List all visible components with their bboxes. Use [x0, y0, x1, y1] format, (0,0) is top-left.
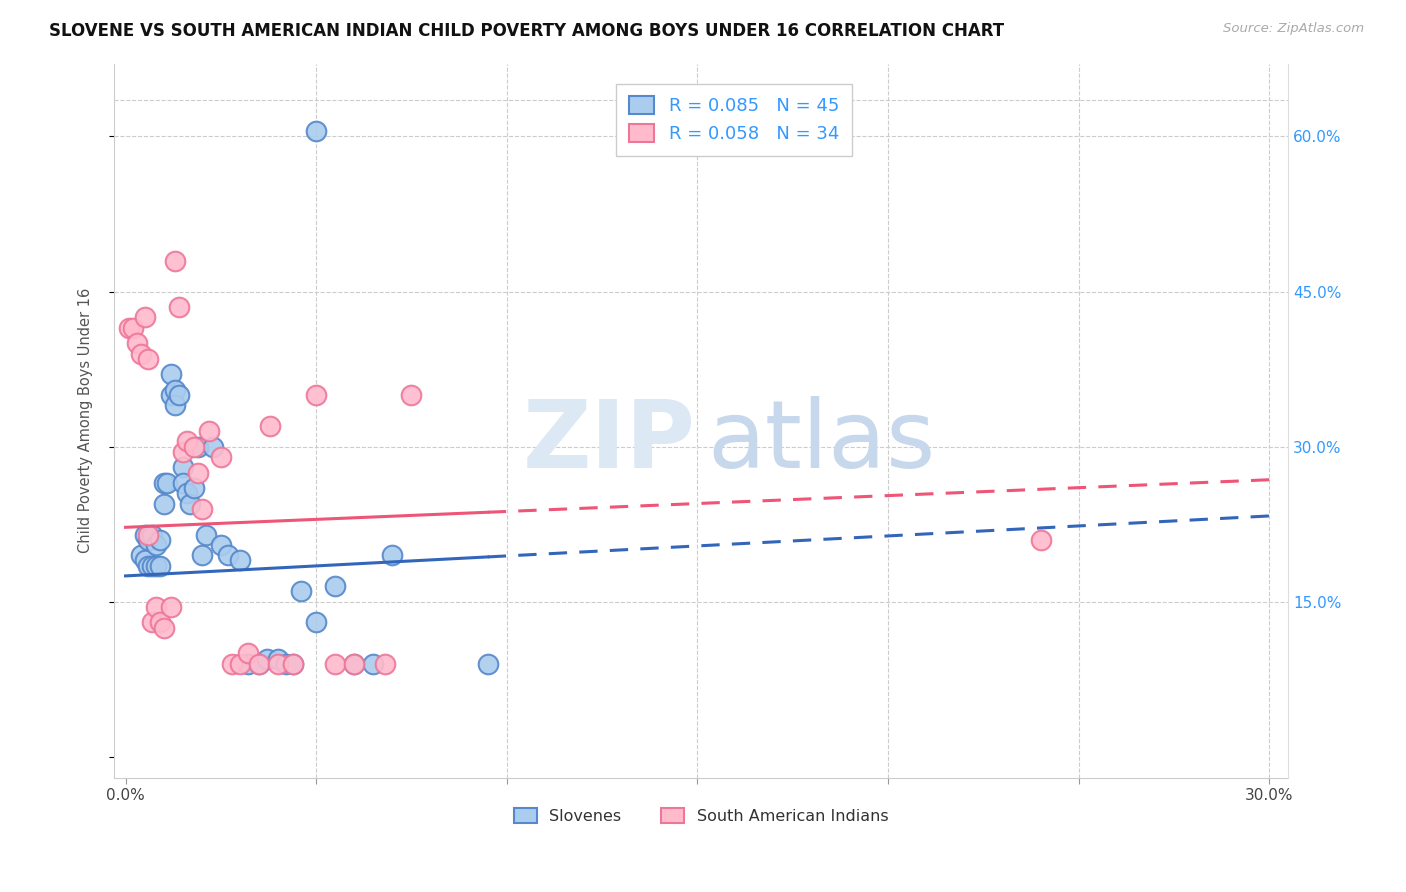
Point [323, 657, 346, 671]
Point [149, 615, 172, 630]
Point [129, 548, 152, 562]
Point [209, 450, 232, 464]
Point [149, 533, 172, 547]
Point [125, 336, 148, 351]
Point [141, 615, 163, 630]
Point [172, 460, 194, 475]
Point [194, 527, 217, 541]
Point [172, 475, 194, 490]
Point [118, 320, 141, 334]
Point [343, 657, 366, 671]
Point [138, 558, 160, 573]
Point [176, 486, 198, 500]
Text: Source: ZipAtlas.com: Source: ZipAtlas.com [1223, 22, 1364, 36]
Point [209, 538, 232, 552]
Point [274, 657, 297, 671]
Text: ZIP: ZIP [523, 396, 696, 488]
Point [247, 657, 270, 671]
Point [179, 496, 201, 510]
Point [149, 558, 172, 573]
Point [247, 657, 270, 671]
Point [1029, 533, 1052, 547]
Point [138, 533, 160, 547]
Point [259, 419, 281, 434]
Point [134, 527, 156, 541]
Point [256, 651, 278, 665]
Point [165, 383, 187, 397]
Point [141, 527, 163, 541]
Point [167, 300, 190, 314]
Point [191, 548, 214, 562]
Point [183, 481, 205, 495]
Point [229, 553, 252, 567]
Point [160, 368, 183, 382]
Point [183, 440, 205, 454]
Point [145, 558, 167, 573]
Point [152, 475, 174, 490]
Point [172, 445, 194, 459]
Point [122, 320, 145, 334]
Point [191, 501, 214, 516]
Point [167, 388, 190, 402]
Text: SLOVENE VS SOUTH AMERICAN INDIAN CHILD POVERTY AMONG BOYS UNDER 16 CORRELATION C: SLOVENE VS SOUTH AMERICAN INDIAN CHILD P… [49, 22, 1004, 40]
Point [305, 388, 328, 402]
Y-axis label: Child Poverty Among Boys Under 16: Child Poverty Among Boys Under 16 [79, 288, 93, 553]
Point [187, 440, 209, 454]
Point [129, 346, 152, 360]
Point [290, 584, 312, 599]
Point [134, 553, 156, 567]
Point [198, 424, 221, 438]
Point [229, 657, 252, 671]
Point [283, 657, 305, 671]
Point [176, 434, 198, 449]
Point [134, 310, 156, 325]
Point [138, 527, 160, 541]
Point [267, 651, 290, 665]
Point [152, 496, 174, 510]
Point [145, 538, 167, 552]
Point [305, 615, 328, 630]
Point [323, 579, 346, 593]
Point [145, 599, 167, 614]
Point [160, 388, 183, 402]
Legend: Slovenes, South American Indians: Slovenes, South American Indians [508, 801, 894, 830]
Point [187, 466, 209, 480]
Point [401, 388, 423, 402]
Point [156, 475, 179, 490]
Point [218, 548, 240, 562]
Point [221, 657, 243, 671]
Point [283, 657, 305, 671]
Point [202, 440, 225, 454]
Point [477, 657, 499, 671]
Point [160, 599, 183, 614]
Point [343, 657, 366, 671]
Point [374, 657, 396, 671]
Point [381, 548, 404, 562]
Text: atlas: atlas [707, 396, 935, 488]
Point [236, 657, 259, 671]
Point [152, 621, 174, 635]
Point [305, 124, 328, 138]
Point [236, 647, 259, 661]
Point [141, 558, 163, 573]
Point [138, 351, 160, 366]
Point [267, 657, 290, 671]
Point [363, 657, 385, 671]
Point [165, 253, 187, 268]
Point [165, 398, 187, 412]
